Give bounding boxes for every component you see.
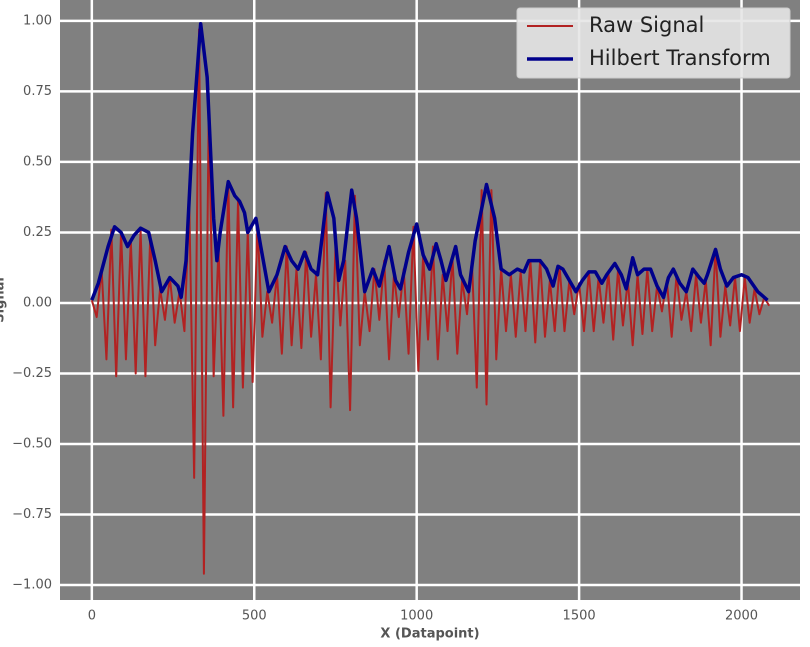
legend-label: Hilbert Transform [589, 46, 771, 70]
y-tick-label: −1.00 [12, 578, 52, 593]
y-tick-label: 0.50 [23, 154, 52, 169]
y-tick-label: 0.25 [23, 225, 52, 240]
x-tick-label: 1000 [400, 609, 433, 624]
x-tick-label: 500 [242, 609, 267, 624]
y-tick-label: −0.50 [12, 437, 52, 452]
series-line [90, 28, 771, 575]
series-line [90, 21, 769, 302]
y-tick-label: 0.75 [23, 84, 52, 99]
y-tick-label: 1.00 [23, 13, 52, 28]
y-tick-label: −0.75 [12, 507, 52, 522]
x-tick-label: 1500 [563, 609, 596, 624]
y-axis-label: Signal [0, 277, 8, 323]
x-tick-label: 0 [88, 609, 96, 624]
legend-box [516, 7, 791, 79]
y-tick-label: −0.25 [12, 366, 52, 381]
legend-label: Raw Signal [589, 13, 704, 37]
x-tick-label: 2000 [725, 609, 758, 624]
y-tick-label: 0.00 [23, 295, 52, 310]
x-axis-label: X (Datapoint) [380, 627, 479, 642]
legend: Raw Signal Hilbert Transform [516, 7, 791, 79]
